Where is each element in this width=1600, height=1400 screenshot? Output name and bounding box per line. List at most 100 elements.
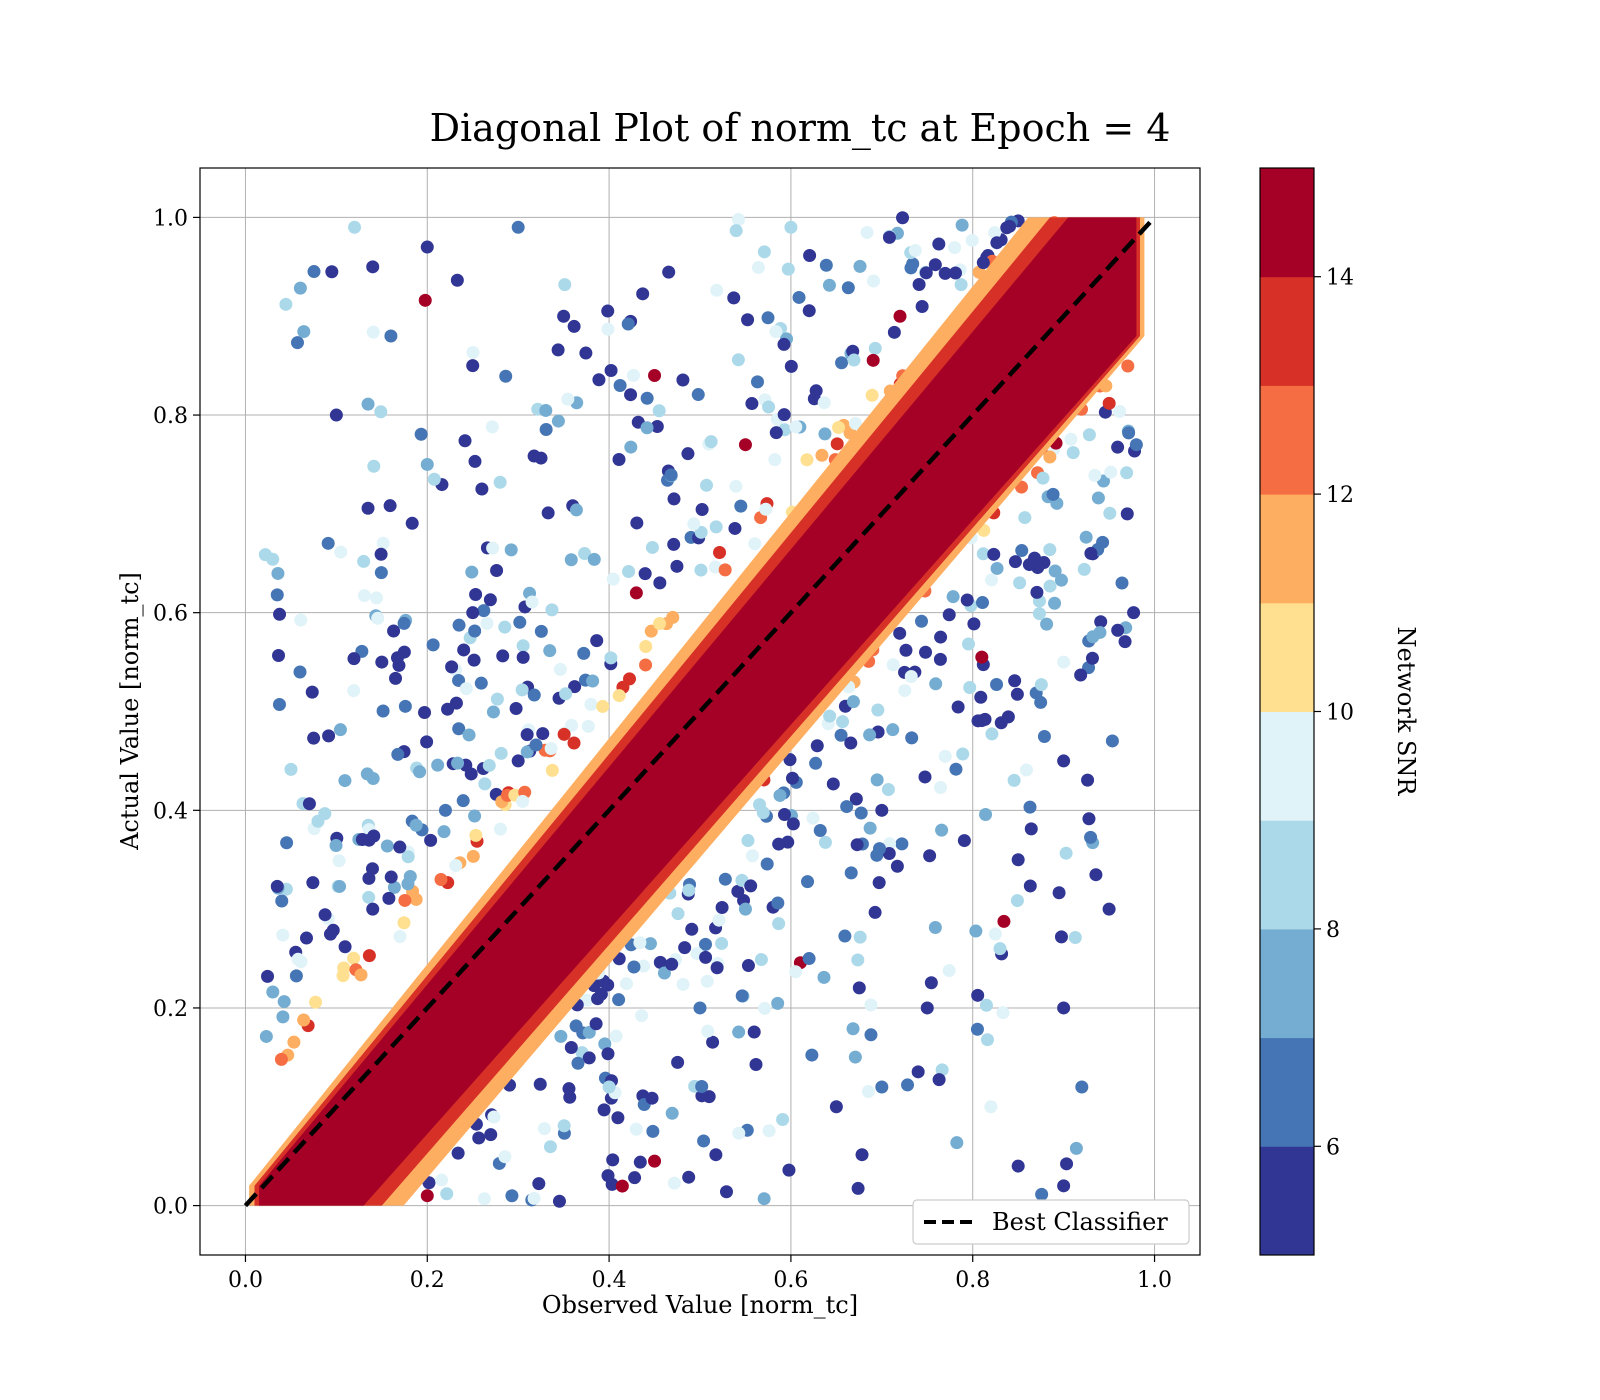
scatter-point <box>289 969 303 983</box>
plot-frame <box>199 167 1201 1256</box>
scatter-point <box>366 772 380 786</box>
scatter-point <box>643 937 657 951</box>
y-tick-label: 0.0 <box>153 1195 188 1220</box>
scatter-point <box>587 552 601 566</box>
scatter-point <box>784 359 798 373</box>
scatter-point <box>612 993 626 1007</box>
scatter-point <box>853 930 867 944</box>
scatter-point <box>362 871 376 885</box>
scatter-point <box>852 981 866 995</box>
scatter-point <box>293 281 307 295</box>
scatter-point <box>741 834 755 848</box>
scatter-point <box>890 859 904 873</box>
scatter-point <box>552 1194 566 1208</box>
scatter-point <box>347 684 361 698</box>
scatter-point <box>819 258 833 272</box>
scatter-point <box>598 1037 612 1051</box>
scatter-point <box>832 420 846 434</box>
scatter-point <box>1035 1187 1049 1201</box>
scatter-point <box>846 695 860 709</box>
scatter-point <box>384 329 398 343</box>
scatter-point <box>1088 468 1102 482</box>
scatter-point <box>541 506 555 520</box>
scatter-point <box>380 839 394 853</box>
scatter-point <box>949 266 963 280</box>
scatter-point <box>475 482 489 496</box>
scatter-point <box>653 955 667 969</box>
scatter-point <box>276 928 290 942</box>
scatter-point <box>483 593 497 607</box>
scatter-point <box>849 417 863 431</box>
scatter-point <box>745 849 759 863</box>
scatter-point <box>464 767 478 781</box>
scatter-point <box>932 237 946 251</box>
scatter-point <box>745 397 759 411</box>
scatter-point <box>1081 773 1095 787</box>
scatter-point <box>822 278 836 292</box>
scatter-point <box>468 809 482 823</box>
scatter-point <box>1048 596 1062 610</box>
scatter-point <box>1057 655 1071 669</box>
scatter-point <box>382 891 396 905</box>
scatter-point <box>886 658 900 672</box>
scatter-point <box>387 624 401 638</box>
scatter-point <box>1023 800 1037 814</box>
scatter-point <box>719 1185 733 1199</box>
scatter-point <box>376 536 390 550</box>
scatter-point <box>534 624 548 638</box>
scatter-point <box>928 920 942 934</box>
scatter-point <box>911 1065 925 1079</box>
scatter-point <box>486 541 500 555</box>
scatter-point <box>420 457 434 471</box>
scatter-point <box>426 638 440 652</box>
scatter-point <box>270 879 284 893</box>
scatter-point <box>591 992 605 1006</box>
x-tick-label: 0.2 <box>410 1268 445 1293</box>
scatter-point <box>898 684 912 698</box>
scatter-point <box>472 1131 486 1145</box>
scatter-point <box>462 728 476 742</box>
scatter-point <box>427 472 441 486</box>
scatter-point <box>468 454 482 468</box>
scatter-point <box>1043 450 1057 464</box>
scatter-point <box>948 241 962 255</box>
scatter-point <box>710 283 724 297</box>
scatter-point <box>870 773 884 787</box>
scatter-point <box>1054 573 1068 587</box>
scatter-point <box>271 566 285 580</box>
scatter-point <box>956 747 970 761</box>
scatter-point <box>960 593 974 607</box>
scatter-point <box>539 403 553 417</box>
scatter-point <box>918 770 932 784</box>
scatter-point <box>709 520 723 534</box>
scatter-point <box>829 1100 843 1114</box>
scatter-point <box>718 872 732 886</box>
scatter-point <box>640 421 654 435</box>
scatter-point <box>840 800 854 814</box>
scatter-point <box>777 808 791 822</box>
scatter-point <box>904 261 918 275</box>
scatter-point <box>1127 606 1141 620</box>
scatter-point <box>287 1035 301 1049</box>
scatter-point <box>536 727 550 741</box>
scatter-point <box>851 953 865 967</box>
scatter-point <box>434 873 448 887</box>
scatter-point <box>633 1155 647 1169</box>
scatter-point <box>988 226 1002 240</box>
scatter-point <box>601 322 615 336</box>
scatter-point <box>609 1029 623 1043</box>
scatter-point <box>993 942 1007 956</box>
scatter-point <box>333 723 347 737</box>
scatter-point <box>904 669 918 683</box>
scatter-point <box>596 699 610 713</box>
scatter-point <box>754 953 768 967</box>
scatter-point <box>311 814 325 828</box>
scatter-point <box>990 677 1004 691</box>
scatter-point <box>1010 687 1024 701</box>
scatter-point <box>318 908 332 922</box>
scatter-point <box>648 1154 662 1168</box>
x-tick-label: 0.0 <box>228 1268 263 1293</box>
scatter-point <box>809 756 823 770</box>
scatter-point <box>694 563 708 577</box>
